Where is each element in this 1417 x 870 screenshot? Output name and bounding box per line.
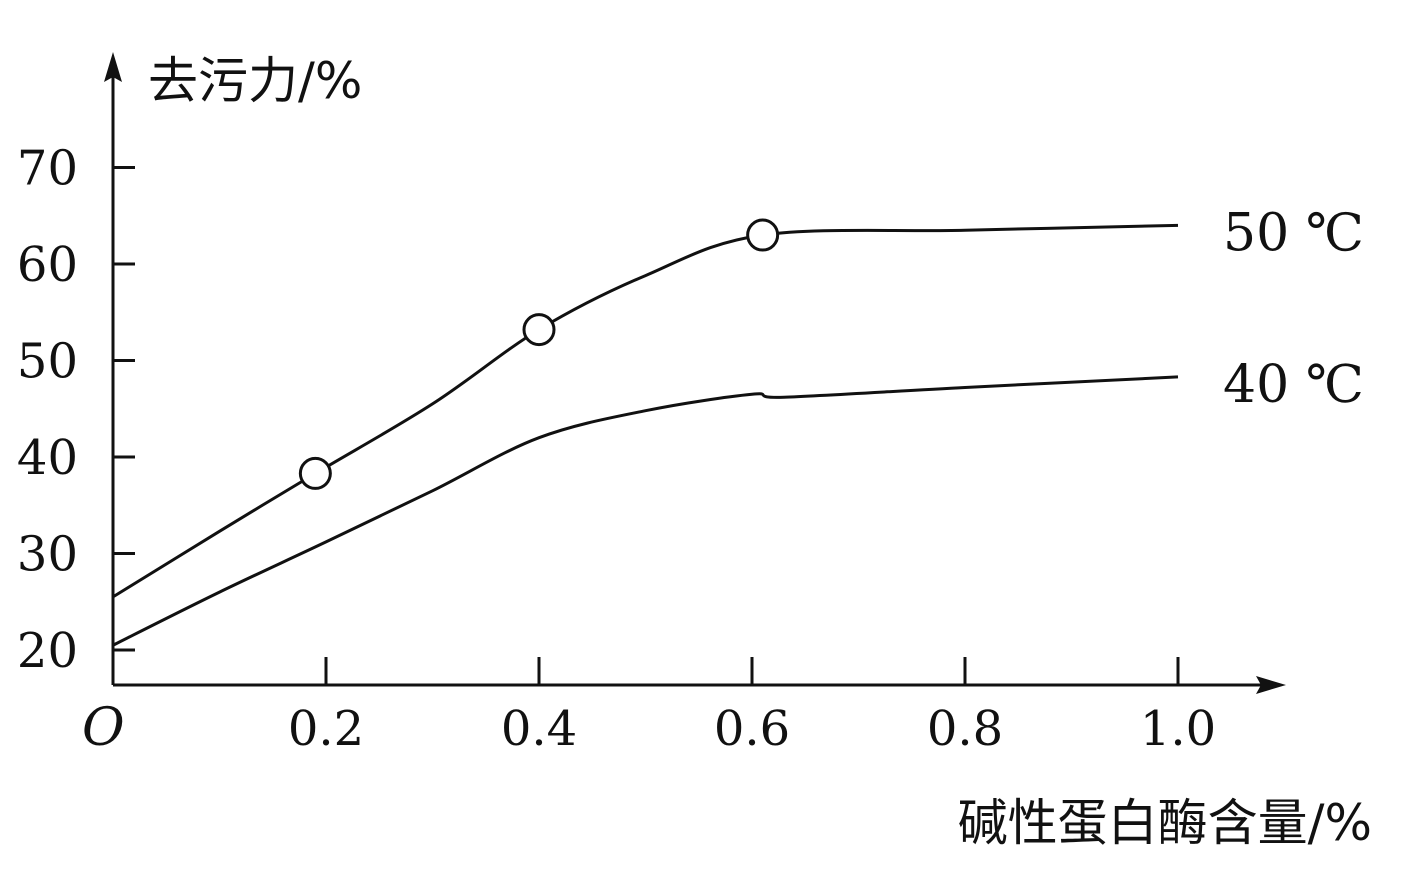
axes — [104, 52, 1286, 694]
series-1-marker-3 — [746, 218, 780, 252]
series-1-marker-2 — [522, 313, 556, 347]
x-axis-arrow — [1256, 676, 1286, 694]
y-axis-title: 去污力/% — [148, 52, 362, 110]
origin-label: O — [82, 698, 125, 758]
x-tick-label-0.8: 0.8 — [927, 701, 1003, 757]
y-tick-label-50: 50 — [17, 334, 78, 390]
y-tick-label-20: 20 — [17, 623, 78, 679]
y-axis-arrow — [104, 52, 122, 82]
series-line-1 — [112, 223, 1179, 599]
series-label-2: 40 ℃ — [1223, 355, 1364, 415]
x-tick-label-1.0: 1.0 — [1140, 701, 1216, 757]
y-tick-label-60: 60 — [17, 237, 78, 293]
x-tick-label-0.4: 0.4 — [501, 701, 577, 757]
y-tick-label-30: 30 — [17, 527, 78, 583]
series-label-1: 50 ℃ — [1223, 203, 1364, 263]
series-1-marker-1 — [298, 456, 332, 490]
x-tick-label-0.6: 0.6 — [714, 701, 790, 757]
y-tick-label-70: 70 — [17, 141, 78, 197]
series-layer — [112, 218, 1179, 647]
text-layer: 去污力/% 碱性蛋白酶含量/% O 20 30 40 50 60 70 0.2 0.4 0.6 0… — [17, 52, 1372, 852]
series-line-2 — [112, 375, 1179, 647]
x-tick-label-0.2: 0.2 — [288, 701, 364, 757]
y-tick-label-40: 40 — [17, 430, 78, 486]
x-axis-title: 碱性蛋白酶含量/% — [958, 794, 1372, 852]
